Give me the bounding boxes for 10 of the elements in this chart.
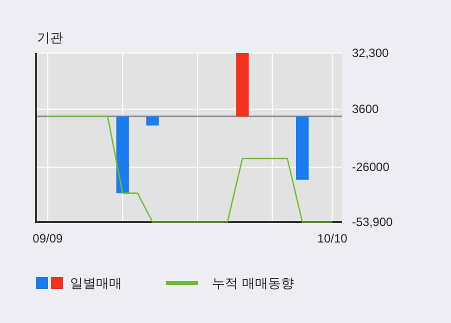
x-tick-label: 09/09 — [32, 232, 64, 246]
y-tick-label: 32,300 — [352, 46, 390, 60]
chart-title: 기관 — [37, 31, 63, 46]
line-series — [47, 116, 333, 223]
y-tick-label: 3600 — [352, 102, 380, 116]
y-tick-label: -53,900 — [352, 214, 394, 229]
y-tick-label: -26000 — [352, 160, 390, 174]
legend-label: 일별매매 — [70, 276, 122, 292]
x-tick-label: 10/10 — [317, 232, 348, 246]
legend-label: 누적 매매동향 — [212, 276, 294, 292]
